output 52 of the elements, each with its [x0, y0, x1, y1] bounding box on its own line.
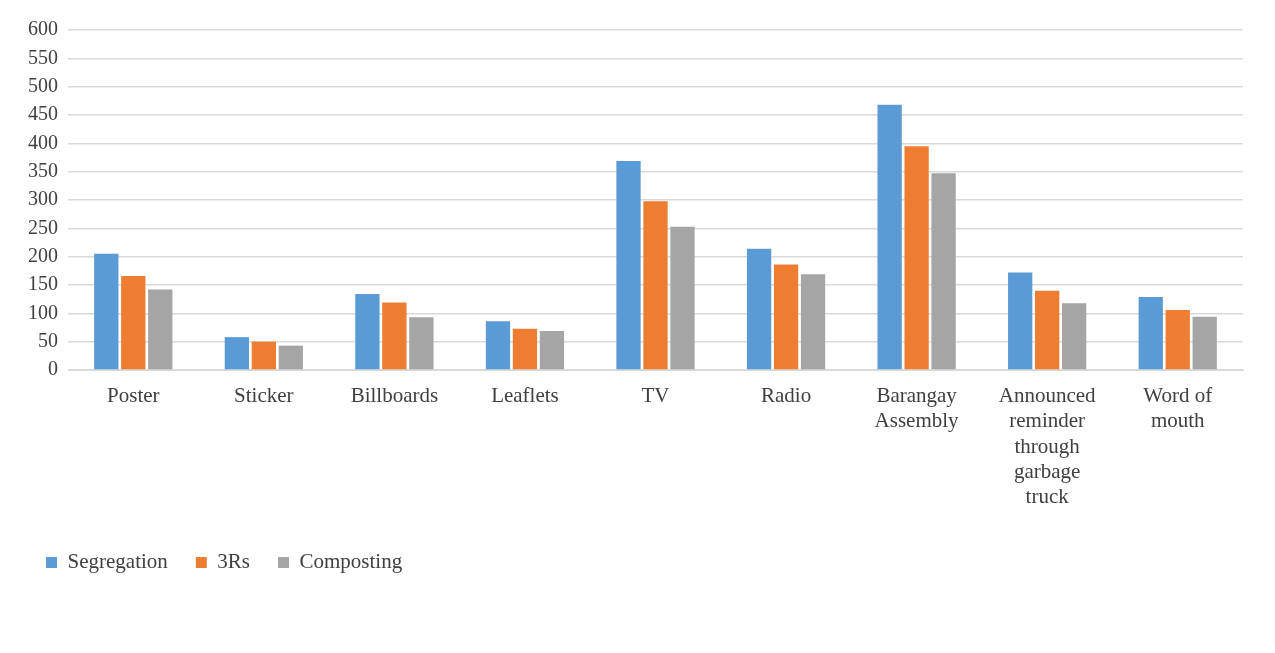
bar [1192, 316, 1217, 370]
y-tick-label: 150 [28, 272, 58, 295]
bar [643, 201, 668, 370]
y-tick-label: 0 [48, 357, 58, 380]
x-tick-label: Poster [107, 383, 160, 408]
bar [616, 160, 641, 370]
bar [94, 253, 119, 370]
bar [1035, 290, 1060, 370]
legend-label: 3Rs [217, 549, 250, 574]
y-tick-label: 250 [28, 215, 58, 238]
bar [1062, 303, 1087, 370]
bar [931, 173, 956, 370]
y-tick-label: 450 [28, 102, 58, 125]
legend-label: Segregation [67, 549, 169, 574]
bar [1008, 272, 1033, 370]
x-tick-label: Billboards [350, 383, 439, 408]
bar [670, 226, 695, 370]
legend-label: Composting [299, 549, 403, 574]
y-tick-label: 400 [28, 130, 58, 153]
bar [224, 337, 249, 370]
y-tick-label: 200 [28, 243, 58, 266]
bar [355, 294, 380, 370]
bar [773, 264, 799, 370]
y-tick-label: 50 [38, 328, 58, 351]
bar [148, 289, 173, 370]
y-tick-label: 100 [28, 300, 58, 323]
y-tick-label: 500 [28, 73, 58, 96]
bar [251, 341, 276, 370]
x-tick-label: Sticker [234, 383, 294, 408]
x-tick-label: Leaflets [491, 383, 559, 408]
bar [121, 275, 146, 370]
bar [512, 328, 538, 370]
x-tick-label: Barangay Assembly [874, 383, 960, 433]
y-tick-label: 550 [28, 45, 58, 68]
bar [382, 302, 407, 370]
bar [800, 274, 826, 370]
y-tick-label: 600 [28, 17, 58, 40]
x-tick-label: Radio [760, 383, 812, 408]
y-tick-label: 300 [28, 187, 58, 210]
bar [1165, 309, 1190, 370]
bar [877, 104, 902, 370]
bar [904, 146, 929, 370]
x-tick-label: TV [641, 383, 670, 408]
bar [278, 345, 303, 370]
bar [409, 317, 434, 370]
bar [539, 330, 565, 370]
bar [1138, 296, 1163, 370]
bar [746, 248, 772, 370]
x-tick-label: Announced reminder through garbage truck [998, 383, 1097, 508]
y-tick-label: 350 [28, 158, 58, 181]
x-tick-label: Word of mouth [1143, 383, 1213, 433]
bar [485, 321, 511, 370]
